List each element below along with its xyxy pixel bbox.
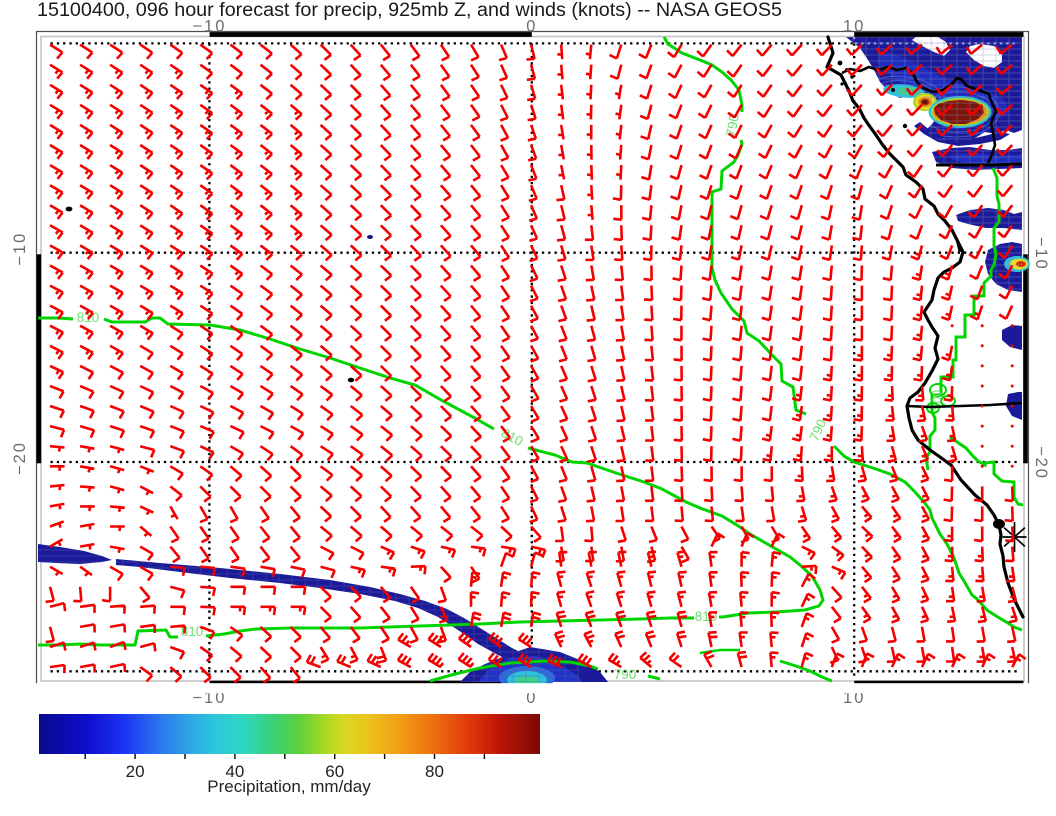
svg-text:60: 60: [325, 762, 344, 781]
svg-text:10: 10: [843, 689, 865, 707]
svg-text:80: 80: [425, 762, 444, 781]
svg-text:−10: −10: [1032, 237, 1050, 271]
svg-text:−10: −10: [192, 689, 226, 707]
svg-text:20: 20: [126, 762, 145, 781]
svg-text:800: 800: [930, 390, 944, 410]
svg-text:40: 40: [225, 762, 244, 781]
svg-text:810: 810: [181, 624, 204, 639]
svg-text:790: 790: [614, 667, 637, 682]
svg-text:−10: −10: [192, 18, 226, 36]
svg-text:−20: −20: [1032, 446, 1050, 480]
svg-text:Precipitation, mm/day: Precipitation, mm/day: [207, 777, 371, 796]
svg-text:0: 0: [526, 689, 537, 707]
svg-text:10: 10: [843, 18, 865, 36]
svg-text:0: 0: [526, 18, 537, 36]
svg-text:−10: −10: [11, 232, 29, 266]
svg-text:15100400, 096 hour forecast fo: 15100400, 096 hour forecast for precip, …: [37, 0, 782, 21]
svg-text:−20: −20: [11, 441, 29, 475]
